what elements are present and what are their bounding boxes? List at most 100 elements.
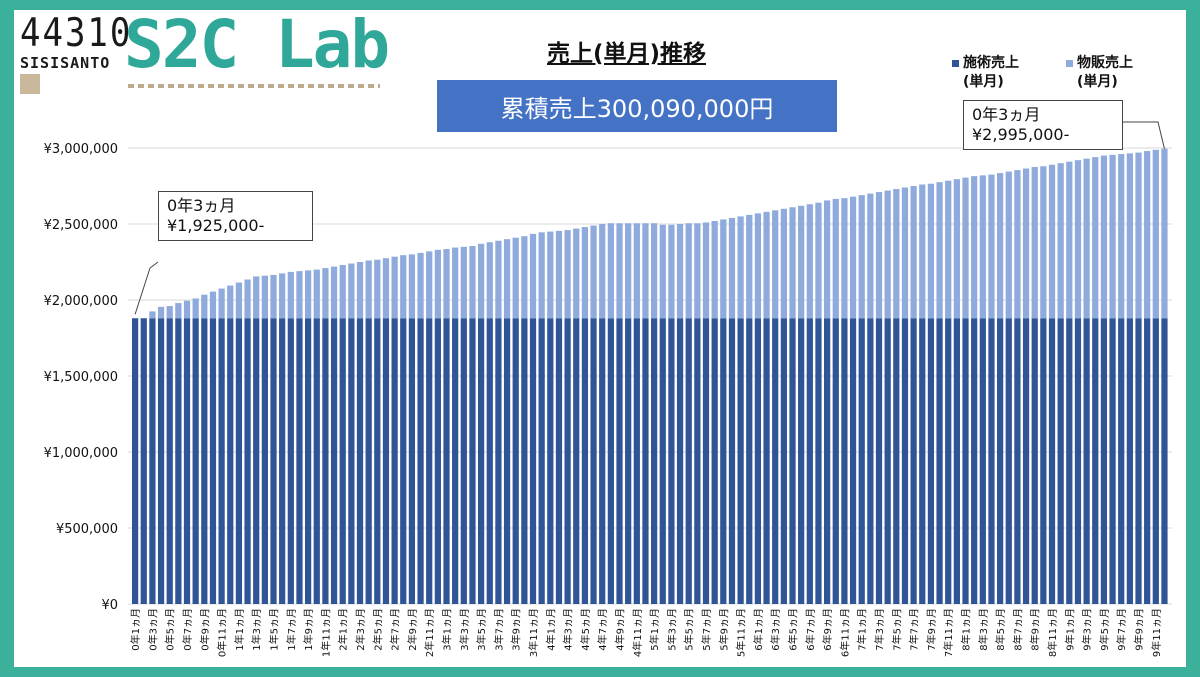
bar-product-sales <box>962 177 969 319</box>
bar-product-sales <box>590 225 597 319</box>
bar-treatment-sales <box>901 318 909 604</box>
legend-swatch-icon <box>952 59 959 67</box>
bar-product-sales <box>1109 154 1116 319</box>
bar-treatment-sales <box>140 318 147 604</box>
x-tick-label: 1年11ヵ月 <box>319 608 332 657</box>
bar-treatment-sales <box>452 318 459 604</box>
bar-treatment-sales <box>529 318 537 604</box>
bar-treatment-sales <box>910 318 917 604</box>
bar-treatment-sales <box>391 318 398 604</box>
logo-number: 44310 <box>20 10 133 57</box>
bar-treatment-sales <box>201 318 208 604</box>
y-tick-label: ¥3,000,000 <box>44 142 118 157</box>
x-tick-label: 0年5ヵ月 <box>164 608 177 651</box>
bar-product-sales <box>806 204 813 319</box>
x-tick-label: 2年7ヵ月 <box>389 608 402 651</box>
bar-treatment-sales <box>564 318 571 604</box>
bar-product-sales <box>305 270 312 319</box>
bar-product-sales <box>1152 149 1159 319</box>
x-tick-label: 4年5ヵ月 <box>579 608 592 651</box>
bar-treatment-sales <box>244 318 251 604</box>
bar-product-sales <box>460 246 467 319</box>
x-tick-label: 4年1ヵ月 <box>544 608 557 651</box>
x-tick-label: 6年1ヵ月 <box>752 608 765 651</box>
bar-treatment-sales <box>1126 318 1133 604</box>
bar-product-sales <box>1057 163 1064 319</box>
legend-item-product-sales: 物販売上 (単月) <box>1066 54 1133 92</box>
bar-treatment-sales <box>616 318 623 604</box>
bar-treatment-sales <box>166 318 173 604</box>
bar-treatment-sales <box>945 318 952 604</box>
bar-product-sales <box>192 298 199 319</box>
bar-product-sales <box>997 173 1004 319</box>
x-tick-label: 5年5ヵ月 <box>683 608 696 651</box>
bar-treatment-sales <box>175 318 182 604</box>
x-tick-label: 5年3ヵ月 <box>665 608 678 651</box>
bar-treatment-sales <box>235 318 243 604</box>
x-tick-label: 0年7ヵ月 <box>181 608 194 651</box>
bar-product-sales <box>279 273 286 319</box>
bar-treatment-sales <box>287 318 294 604</box>
x-tick-label: 0年3ヵ月 <box>146 608 159 651</box>
x-tick-label: 8年1ヵ月 <box>960 608 973 651</box>
bar-product-sales <box>183 300 191 319</box>
bar-product-sales <box>728 217 736 319</box>
bar-product-sales <box>166 306 173 319</box>
bar-product-sales <box>348 263 355 319</box>
bar-product-sales <box>175 303 182 319</box>
x-tick-label: 6年5ヵ月 <box>787 608 800 651</box>
bar-treatment-sales <box>365 318 372 604</box>
x-tick-label: 3年9ヵ月 <box>510 608 523 651</box>
bar-treatment-sales <box>1057 318 1064 604</box>
bar-treatment-sales <box>997 318 1004 604</box>
bar-treatment-sales <box>702 318 710 604</box>
x-tick-label: 6年9ヵ月 <box>821 608 834 651</box>
bar-treatment-sales <box>832 318 839 604</box>
bar-product-sales <box>227 285 234 319</box>
bar-treatment-sales <box>573 318 580 604</box>
bar-product-sales <box>746 214 753 319</box>
bar-treatment-sales <box>642 318 649 604</box>
bar-treatment-sales <box>867 318 874 604</box>
bar-product-sales <box>763 211 770 319</box>
bar-product-sales <box>1066 161 1073 319</box>
bar-treatment-sales <box>296 318 303 604</box>
bar-treatment-sales <box>893 318 900 604</box>
x-tick-label: 3年1ヵ月 <box>441 608 454 651</box>
bar-product-sales <box>1040 166 1047 319</box>
bar-treatment-sales <box>1048 318 1056 604</box>
callout-amount: ¥2,995,000- <box>972 125 1070 144</box>
bar-treatment-sales <box>1135 318 1142 604</box>
bar-treatment-sales <box>417 318 424 604</box>
bar-treatment-sales <box>261 318 268 604</box>
x-tick-label: 0年1ヵ月 <box>129 608 142 651</box>
bar-product-sales <box>910 186 917 319</box>
x-tick-label: 7年1ヵ月 <box>856 608 869 651</box>
bar-product-sales <box>1031 167 1038 319</box>
bar-treatment-sales <box>408 318 416 604</box>
bar-product-sales <box>945 180 952 319</box>
bar-treatment-sales <box>728 318 736 604</box>
bar-product-sales <box>798 205 805 319</box>
y-tick-label: ¥2,000,000 <box>44 294 118 309</box>
bar-treatment-sales <box>503 318 511 604</box>
bar-treatment-sales <box>374 318 381 604</box>
bar-product-sales <box>789 207 796 319</box>
bar-product-sales <box>374 259 381 319</box>
bar-treatment-sales <box>183 318 191 604</box>
bar-treatment-sales <box>322 318 329 604</box>
x-tick-label: 3年5ヵ月 <box>475 608 488 651</box>
bar-product-sales <box>235 282 243 319</box>
bar-product-sales <box>1005 171 1012 319</box>
bar-product-sales <box>780 208 787 319</box>
x-tick-label: 3年3ヵ月 <box>458 608 471 651</box>
bar-product-sales <box>1083 158 1090 319</box>
bar-treatment-sales <box>962 318 969 604</box>
callout-end: 0年3ヵ月 ¥2,995,000- <box>963 100 1123 150</box>
bar-product-sales <box>296 271 303 319</box>
bar-product-sales <box>737 216 744 319</box>
callout-period: 0年3ヵ月 <box>167 196 236 215</box>
bar-product-sales <box>685 223 692 319</box>
bar-treatment-sales <box>780 318 787 604</box>
